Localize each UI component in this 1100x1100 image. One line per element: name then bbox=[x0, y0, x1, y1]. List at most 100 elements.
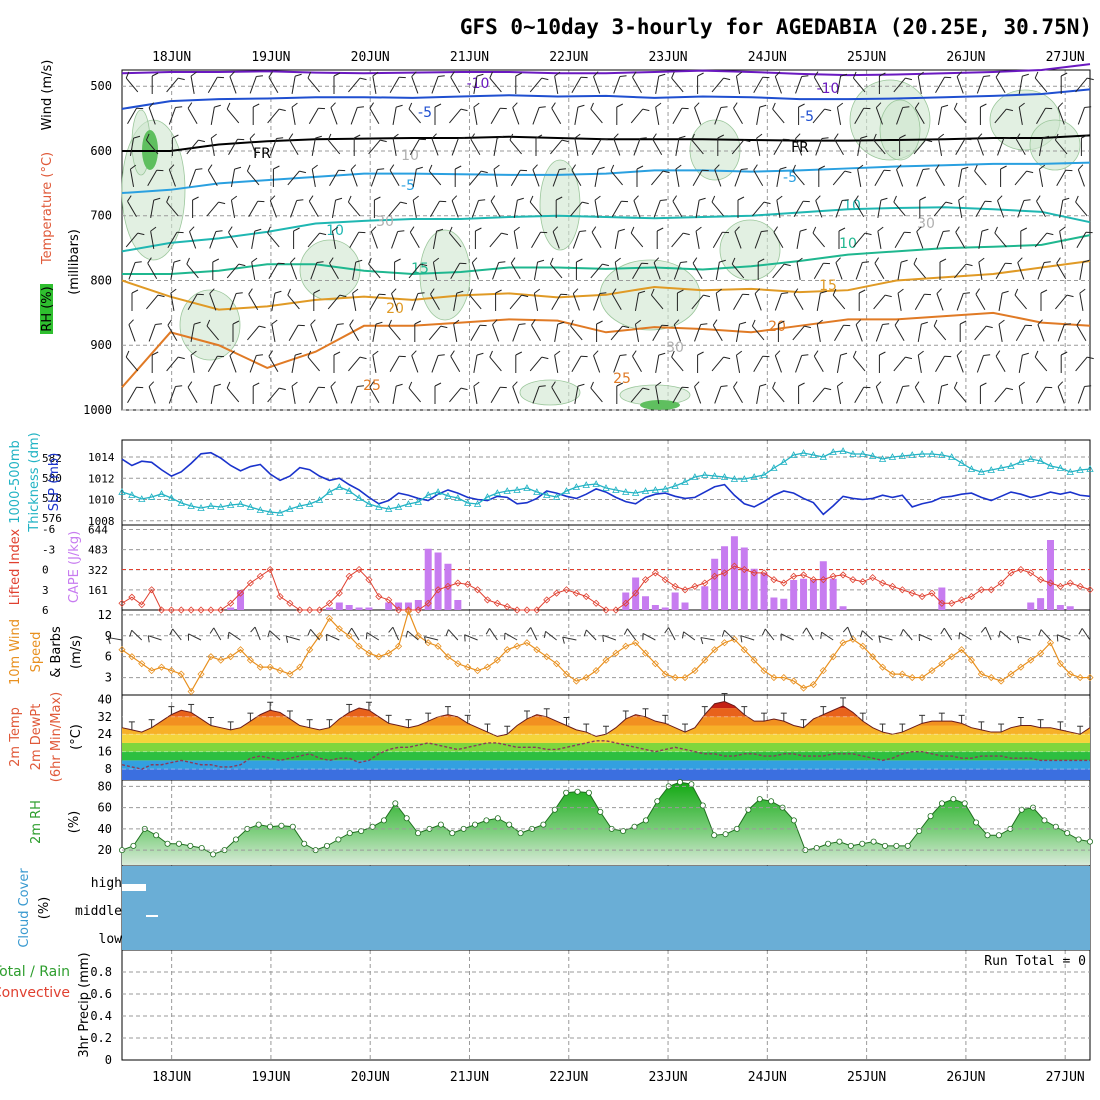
wind-barb-flag bbox=[307, 350, 312, 358]
li-tick-label: 6 bbox=[42, 604, 49, 617]
wind-barb-staff bbox=[431, 138, 439, 156]
wind-barb-staff bbox=[287, 170, 300, 186]
thickness-point bbox=[839, 447, 847, 454]
surface-barb-staff bbox=[642, 632, 656, 641]
wind-barb bbox=[411, 292, 425, 311]
thickness-point bbox=[217, 503, 225, 510]
wind-barb-flag bbox=[151, 72, 159, 77]
wind-speed-point bbox=[177, 670, 185, 678]
surface-barb-staff bbox=[530, 627, 538, 641]
wind-barb-staff bbox=[290, 262, 298, 280]
wind-barb-flag bbox=[694, 102, 700, 108]
wind-barb-flag bbox=[874, 257, 880, 264]
wind-barb-flag bbox=[226, 381, 231, 389]
wind-barb bbox=[192, 196, 199, 218]
wind-barb bbox=[632, 350, 642, 373]
wind-barb bbox=[1079, 288, 1086, 311]
wind-barb-staff bbox=[711, 201, 724, 217]
wind-barb-staff bbox=[1077, 386, 1085, 404]
wind-barb-flag bbox=[399, 76, 406, 79]
wind-barb-flag bbox=[232, 320, 240, 325]
wind-tick-label: 12 bbox=[98, 608, 112, 622]
wind-barb-flag bbox=[352, 288, 359, 294]
thickness-point bbox=[147, 493, 156, 500]
wind-barb-staff bbox=[190, 324, 195, 342]
wind-barb bbox=[1036, 107, 1053, 125]
wind-barb-staff bbox=[247, 170, 260, 186]
wind-barb-flag bbox=[501, 232, 509, 236]
top-day-label: 27JUN bbox=[1046, 50, 1085, 65]
wind-barb-staff bbox=[249, 355, 257, 373]
thickness-point bbox=[1046, 462, 1055, 469]
wind-barb-flag bbox=[492, 319, 498, 325]
wind-barb-flag bbox=[186, 257, 190, 265]
rh-point bbox=[369, 823, 376, 830]
wind-barb-flag bbox=[978, 257, 985, 263]
wind-barb-flag bbox=[167, 319, 173, 326]
wind-barb bbox=[373, 196, 381, 218]
surface-wind-barb bbox=[405, 630, 419, 641]
wind-barb bbox=[978, 257, 985, 280]
wind-barb bbox=[291, 102, 298, 125]
thickness-point bbox=[394, 503, 403, 510]
surface-wind-barb bbox=[681, 631, 696, 641]
bottom-day-label: 24JUN bbox=[748, 1070, 787, 1085]
rh-shading-patch bbox=[719, 219, 781, 281]
surface-barb-flag bbox=[940, 627, 945, 635]
wind-barb bbox=[854, 386, 871, 404]
wind-barb-flag bbox=[640, 137, 647, 140]
wind-barb-flag bbox=[1087, 356, 1094, 360]
side-label-wind10: 10m Wind bbox=[8, 619, 23, 685]
wind-barb-staff bbox=[875, 386, 883, 404]
wind-barb bbox=[774, 350, 782, 373]
wind-barb-staff bbox=[613, 76, 621, 94]
rh-point bbox=[677, 779, 684, 786]
wind-barb-flag bbox=[130, 164, 137, 170]
side-label-thickness: Thickness (dm) bbox=[27, 432, 42, 532]
wind-barb-staff bbox=[492, 324, 500, 342]
wind-barb bbox=[471, 199, 486, 218]
wind-barb bbox=[269, 195, 277, 218]
cape-bar bbox=[800, 578, 808, 610]
li-point bbox=[227, 599, 235, 607]
wind-barb-flag bbox=[671, 350, 675, 358]
wind-barb-staff bbox=[453, 293, 458, 311]
wind-barb-flag bbox=[885, 294, 892, 298]
wind-barb bbox=[288, 324, 305, 342]
wind-barb-flag bbox=[864, 232, 872, 236]
wind-barb bbox=[207, 164, 218, 187]
wind-barb bbox=[469, 170, 488, 186]
surface-barb-flag bbox=[187, 633, 190, 641]
wind-barb-flag bbox=[590, 102, 594, 110]
wind-barb bbox=[531, 319, 541, 342]
wind-barb bbox=[773, 226, 784, 249]
wind-barb-flag bbox=[699, 197, 706, 201]
surface-barb-staff bbox=[148, 635, 162, 641]
wind-barb bbox=[590, 263, 610, 279]
wind-barb-staff bbox=[836, 355, 842, 373]
wind-barb-flag bbox=[723, 77, 731, 81]
wind-barb bbox=[1056, 169, 1073, 187]
wind-barb-staff bbox=[711, 77, 724, 93]
wind-barb-flag bbox=[531, 319, 536, 326]
li-point bbox=[740, 565, 748, 574]
wind-barb bbox=[937, 383, 949, 404]
panel-side-labels: RH (%)Temperature (°C)Wind (m/s)(milliba… bbox=[0, 60, 92, 1058]
wind-barb bbox=[269, 137, 284, 156]
wind-speed-point bbox=[938, 660, 946, 668]
wind-barb bbox=[917, 321, 928, 342]
rh-point bbox=[585, 789, 592, 796]
wind-barb bbox=[772, 263, 791, 279]
wind-barb-staff bbox=[651, 170, 664, 186]
thickness-point bbox=[434, 488, 442, 495]
wind-barb bbox=[432, 228, 444, 249]
wind-barb-flag bbox=[719, 259, 726, 263]
wind-barb-staff bbox=[632, 355, 642, 373]
wind-barb-flag bbox=[537, 259, 545, 263]
wind-barb-flag bbox=[295, 352, 302, 356]
li-point bbox=[661, 576, 669, 584]
li-point bbox=[256, 572, 264, 580]
wind-barb-staff bbox=[711, 356, 724, 372]
thickness-point bbox=[997, 464, 1005, 471]
wind-barb bbox=[554, 350, 561, 373]
